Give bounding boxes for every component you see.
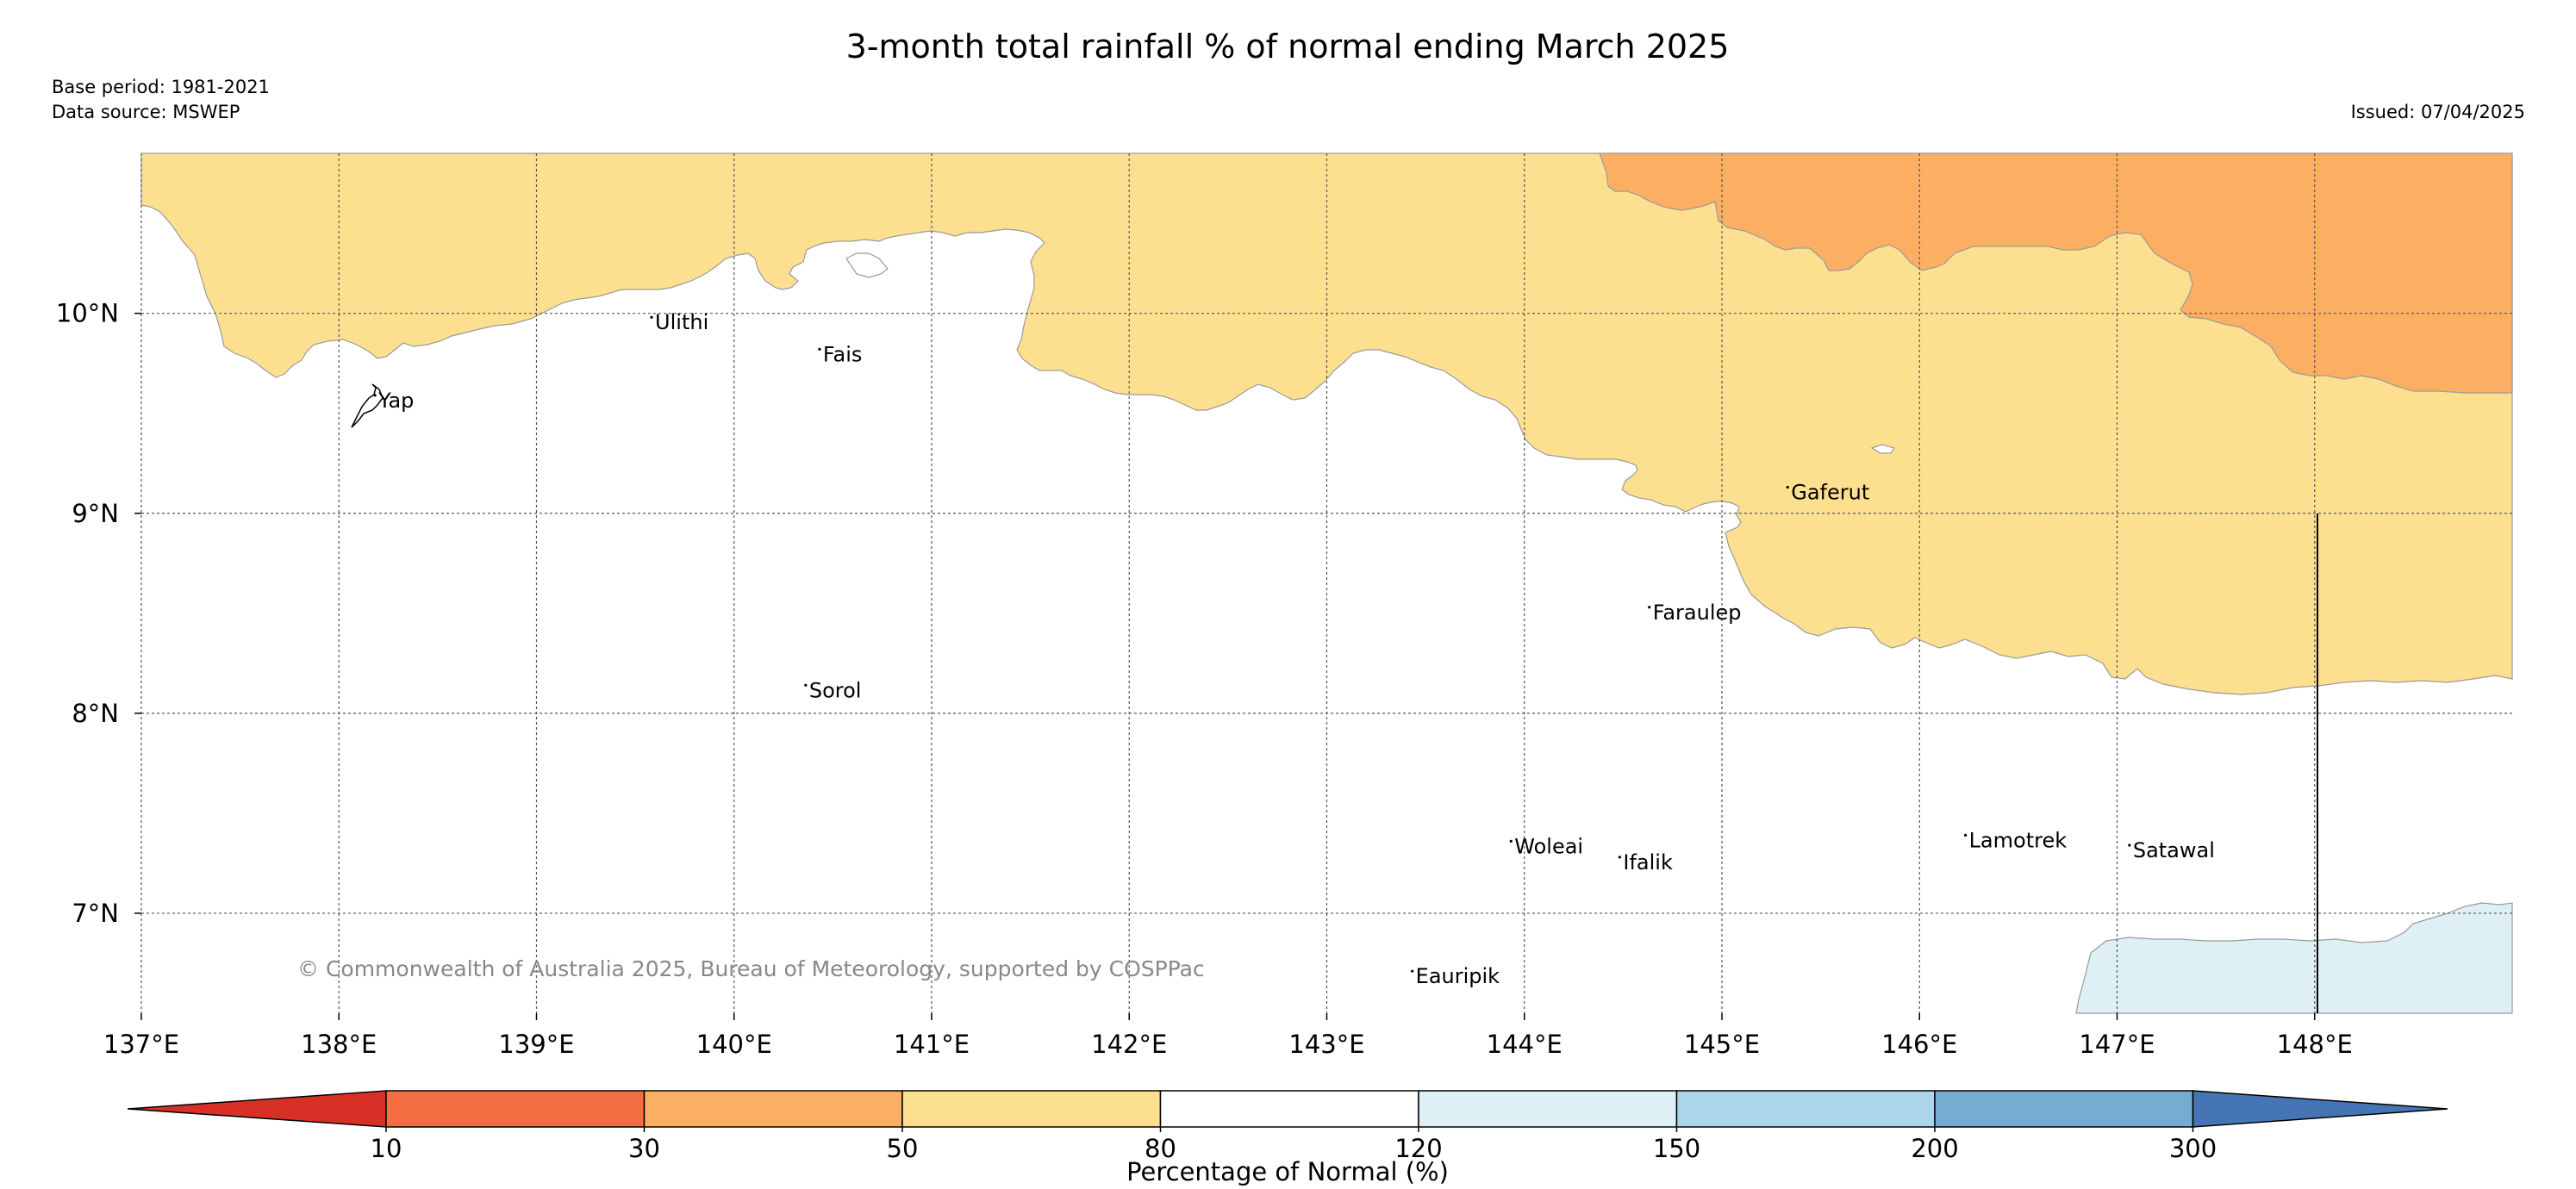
lon-tick-label: 148°E (2277, 1030, 2353, 1059)
lat-tick-label: 10°N (56, 299, 119, 328)
place-label: Gaferut (1791, 481, 1869, 505)
colorbar-tick-label: 300 (2169, 1134, 2217, 1163)
colorbar-tick-label: 10 (371, 1134, 402, 1163)
colorbar-tick-label: 50 (887, 1134, 919, 1163)
coastline-island-east (1870, 444, 1895, 454)
place-label: Satawal (2133, 838, 2215, 862)
lon-tick-label: 144°E (1487, 1030, 1562, 1059)
region-120-150-percent (2075, 902, 2513, 1014)
lon-tick-label: 143°E (1288, 1030, 1364, 1059)
place-label: Eauripik (1416, 964, 1500, 988)
lon-tick-label: 142°E (1091, 1030, 1167, 1059)
colorbar-segment (901, 1090, 1162, 1128)
longitude-tick-labels: 137°E 138°E 139°E 140°E 141°E 142°E 143°E 144°E… (103, 1013, 2353, 1059)
colorbar-tick-label: 150 (1653, 1134, 1700, 1163)
island-marker (650, 315, 653, 319)
coastline-island-north (845, 252, 889, 278)
colorbar-segment (643, 1090, 903, 1128)
place-label: Sorol (809, 678, 862, 702)
place-label: Faraulep (1653, 601, 1742, 625)
place-label: Lamotrek (1969, 828, 2068, 852)
map-area: Yap Ulithi Fais Gaferut Faraulep Sorol Woleai I… (140, 153, 2513, 1014)
graticule (140, 153, 2512, 1013)
island-marker (1786, 485, 1789, 489)
issued-date-text: Issued: 07/04/2025 (2351, 102, 2525, 122)
colorbar-title: Percentage of Normal (%) (1126, 1157, 1449, 1186)
region-30-50-percent (1599, 153, 2513, 394)
colorbar: 10 30 50 80 120 150 200 300 (127, 1090, 2448, 1163)
latitude-tick-labels: 10°N 9°N 8°N 7°N (56, 299, 141, 928)
lat-tick-label: 9°N (72, 499, 119, 528)
colorbar-segment (1934, 1090, 2194, 1128)
lon-tick-label: 141°E (894, 1030, 970, 1059)
place-label: Ulithi (655, 310, 708, 334)
colorbar-extend-high (2192, 1090, 2448, 1128)
lon-tick-label: 140°E (696, 1030, 772, 1059)
island-marker (2128, 844, 2131, 847)
colorbar-segment (1418, 1090, 1678, 1128)
colorbar-segment (385, 1090, 646, 1128)
place-label: Woleai (1514, 834, 1583, 858)
colorbar-segment (1159, 1090, 1419, 1128)
lon-tick-label: 146°E (1881, 1030, 1957, 1059)
place-label: Ifalik (1623, 850, 1673, 875)
island-marker (1618, 856, 1621, 859)
island-marker (1963, 833, 1968, 837)
place-label: Fais (823, 342, 862, 366)
map-title: 3-month total rainfall % of normal endin… (846, 28, 1730, 65)
place-labels: Yap Ulithi Fais Gaferut Faraulep Sorol Woleai I… (373, 310, 2215, 988)
place-label: Yap (377, 389, 414, 413)
lon-tick-label: 147°E (2079, 1030, 2155, 1059)
colorbar-extend-low (127, 1090, 387, 1128)
lon-tick-label: 145°E (1684, 1030, 1760, 1059)
lon-tick-label: 137°E (103, 1030, 179, 1059)
island-marker (1509, 839, 1513, 843)
colorbar-tick-label: 120 (1394, 1134, 1442, 1163)
colorbar-segment (1675, 1090, 1936, 1128)
island-marker (1648, 606, 1651, 609)
copyright-notice: © Commonwealth of Australia 2025, Bureau… (297, 956, 1205, 981)
lon-tick-label: 139°E (498, 1030, 574, 1059)
lat-tick-label: 8°N (72, 699, 119, 728)
colorbar-tick-label: 200 (1911, 1134, 1958, 1163)
island-marker (804, 683, 808, 687)
island-marker (818, 347, 821, 351)
lon-tick-label: 138°E (301, 1030, 377, 1059)
colorbar-tick-label: 30 (628, 1134, 660, 1163)
island-marker (373, 394, 377, 397)
colorbar-tick-label: 80 (1145, 1134, 1176, 1163)
lat-tick-label: 7°N (72, 899, 119, 928)
island-marker (1411, 969, 1414, 973)
data-source-text: Data source: MSWEP (52, 102, 240, 122)
base-period-text: Base period: 1981-2021 (52, 77, 270, 97)
